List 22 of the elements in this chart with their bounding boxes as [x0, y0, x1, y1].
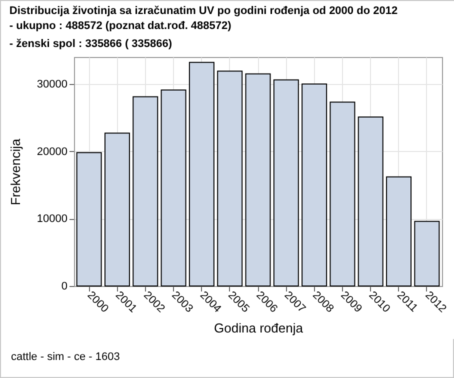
- bar: [104, 132, 130, 286]
- bar: [217, 70, 243, 286]
- bar: [358, 116, 384, 286]
- bar: [414, 220, 440, 286]
- bar: [160, 90, 186, 286]
- y-tick-label: 30000: [36, 78, 68, 90]
- x-axis-title: Godina rođenja: [214, 320, 304, 336]
- chart-title: Distribucija životinja sa izračunatim UV po godini rođenja od 2000 do 2012: [9, 5, 398, 17]
- bar: [76, 152, 102, 286]
- y-tick-label: 0: [61, 280, 68, 292]
- bar: [386, 176, 412, 286]
- bar: [245, 73, 271, 286]
- bar: [330, 102, 356, 286]
- y-tick-label: 10000: [36, 213, 68, 226]
- chart-subtitle: - ukupno : 488572 (poznat dat.rođ. 488572) - ženski spol : 335866 ( 335866): [9, 20, 232, 50]
- bar: [188, 62, 214, 286]
- bar: [132, 96, 158, 286]
- bar: [273, 79, 299, 286]
- bar: [302, 83, 328, 286]
- y-tick-label: 20000: [36, 146, 68, 158]
- y-axis-title: Frekvencija: [8, 138, 23, 206]
- text: cattle - sim - ce - 1603: [11, 351, 120, 363]
